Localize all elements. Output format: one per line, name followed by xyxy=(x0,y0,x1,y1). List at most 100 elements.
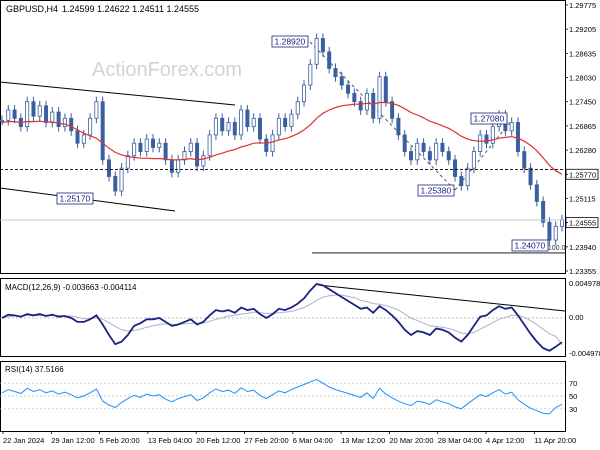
candle-body xyxy=(251,117,256,128)
macd-divergence-line xyxy=(317,284,566,312)
candle-body xyxy=(364,92,369,111)
candle-body xyxy=(371,92,376,119)
candle-body xyxy=(396,117,401,136)
candle-body xyxy=(239,109,244,136)
macd-y-tick-label: 0.00 xyxy=(569,313,584,322)
rsi-layer xyxy=(0,378,565,415)
annotation-label: 1.27080 xyxy=(474,114,505,124)
channel-upper-line xyxy=(0,81,236,106)
price-layer: FE 100.0 xyxy=(0,33,566,254)
annotation-label: 1.28920 xyxy=(275,37,306,47)
x-tick-label: 27 Feb 20:00 xyxy=(245,436,289,445)
symbol-label: GBPUSD,H4 xyxy=(6,4,58,14)
candle-body xyxy=(232,122,237,136)
candle-body xyxy=(358,101,363,111)
candle-body xyxy=(226,122,231,132)
candle-body xyxy=(44,105,49,123)
y-tick-label: 1.29205 xyxy=(569,25,596,34)
candle-body xyxy=(119,167,124,192)
candle-body xyxy=(478,134,483,152)
y-tick-label: 1.25770 xyxy=(569,170,596,179)
candle-body xyxy=(446,151,451,161)
candle-body xyxy=(339,76,344,86)
candle-body xyxy=(144,138,149,152)
y-tick-label: 1.24555 xyxy=(569,219,596,228)
y-axis-labels: 1.29775 1.29205 1.28635 1.28030 1.27450 1.268… xyxy=(565,1,600,414)
candle-body xyxy=(31,101,36,117)
x-tick-label: 5 Feb 20:00 xyxy=(100,436,140,445)
candle-body xyxy=(88,117,93,136)
candle-body xyxy=(421,142,426,152)
candle-body xyxy=(346,84,351,94)
annotation-label: 1.25380 xyxy=(421,186,452,196)
moving-average-line xyxy=(1,101,563,175)
candle-body xyxy=(308,63,313,86)
candle-body xyxy=(75,130,80,144)
candle-body xyxy=(465,167,470,187)
candle-body xyxy=(50,111,55,123)
candle-body xyxy=(100,101,105,161)
rsi-panel xyxy=(0,361,566,432)
candle-body xyxy=(333,68,338,78)
candle-body xyxy=(352,92,357,103)
candle-body xyxy=(113,176,118,192)
candle-body xyxy=(62,117,67,128)
candle-body xyxy=(257,117,262,140)
candle-body xyxy=(6,109,11,121)
x-tick-label: 22 Jan 2024 xyxy=(3,436,44,445)
candle-body xyxy=(220,117,225,132)
candle-body xyxy=(490,126,495,144)
macd-y-tick-label: -0.004978 xyxy=(569,349,600,358)
candle-body xyxy=(484,134,489,144)
candle-body xyxy=(25,101,30,128)
annotation-box xyxy=(271,35,309,48)
candle-body xyxy=(151,138,156,148)
candle-body xyxy=(195,142,200,167)
candle-body xyxy=(245,109,250,128)
x-tick-label: 28 Mar 04:00 xyxy=(438,436,482,445)
y-tick-label: 1.25115 xyxy=(569,194,596,203)
candle-body xyxy=(157,142,162,148)
candle-body xyxy=(138,142,143,152)
candle-body xyxy=(459,176,464,187)
candle-body xyxy=(534,184,539,202)
candle-body xyxy=(402,134,407,152)
y-tick-label: 1.26280 xyxy=(569,146,596,155)
candle-body xyxy=(106,159,111,177)
annotation-label: 1.25170 xyxy=(60,194,91,204)
candle-body xyxy=(383,76,388,103)
x-tick-label: 4 Apr 12:00 xyxy=(486,436,524,445)
candle-body xyxy=(453,159,458,177)
candle-body xyxy=(0,119,4,122)
candle-body xyxy=(522,151,527,169)
candle-body xyxy=(408,151,413,161)
rsi-y-tick-label: 30 xyxy=(569,405,577,414)
candle-body xyxy=(415,142,420,161)
rsi-title: RSI(14) 37.5166 xyxy=(5,365,64,374)
x-tick-label: 29 Jan 12:00 xyxy=(51,436,94,445)
candle-body xyxy=(547,221,552,241)
candle-body xyxy=(320,38,325,53)
candle-body xyxy=(37,105,42,117)
candle-body xyxy=(125,155,130,169)
x-tick-label: 13 Mar 12:00 xyxy=(341,436,385,445)
macd-y-tick-label: 0.004978 xyxy=(569,279,600,288)
symbol-title: GBPUSD,H4 1.24599 1.24622 1.24511 1.24555 xyxy=(6,4,199,14)
candle-body xyxy=(132,142,137,157)
annotation-box xyxy=(417,184,455,197)
rsi-y-tick-label: 50 xyxy=(569,392,577,401)
candle-body xyxy=(276,117,281,136)
y-tick-label: 1.23940 xyxy=(569,243,596,252)
candle-body xyxy=(560,219,565,227)
rsi-line xyxy=(1,378,563,415)
candle-body xyxy=(264,138,269,152)
candle-body xyxy=(289,113,294,128)
candle-body xyxy=(440,142,445,152)
candle-body xyxy=(427,151,432,161)
y-tick-label: 1.29775 xyxy=(569,1,596,10)
fib-dashed-line-1 xyxy=(309,41,456,191)
x-tick-label: 20 Feb 12:00 xyxy=(196,436,240,445)
candle-body xyxy=(163,142,168,161)
candle-body xyxy=(553,225,558,241)
ohlc-label: 1.24599 1.24622 1.24511 1.24555 xyxy=(62,4,199,14)
